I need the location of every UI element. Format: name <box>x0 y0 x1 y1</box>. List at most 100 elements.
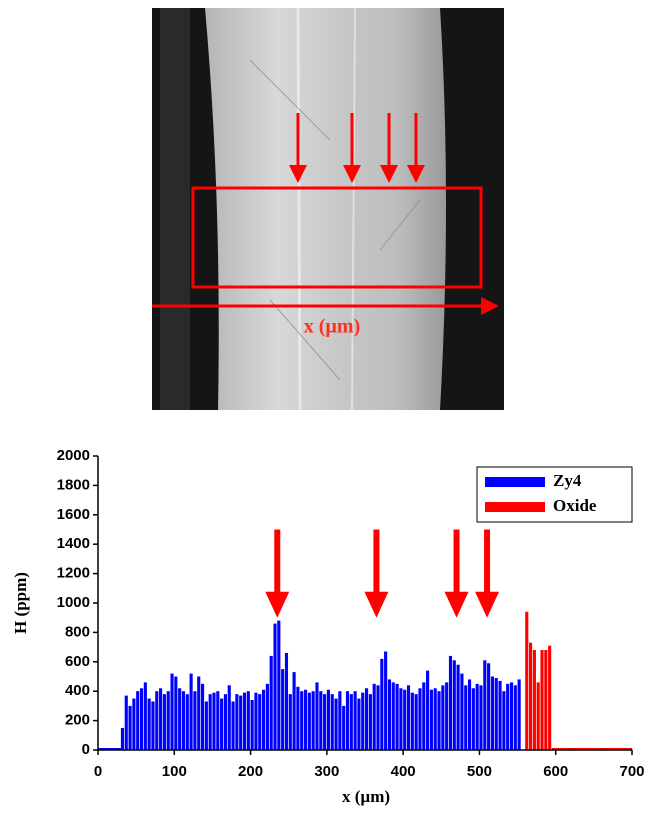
bar <box>540 650 544 750</box>
bar <box>525 611 529 750</box>
x-tick-label: 400 <box>391 763 416 780</box>
bar <box>502 691 506 750</box>
bar <box>567 748 572 750</box>
x-tick-label: 500 <box>467 763 492 780</box>
bar <box>509 682 514 750</box>
bar <box>315 682 319 750</box>
bar <box>155 691 159 750</box>
scratches <box>249 59 421 381</box>
bar <box>323 694 327 750</box>
bar <box>98 748 103 750</box>
bar <box>139 688 144 750</box>
bar <box>288 694 292 750</box>
bar <box>357 698 361 750</box>
bar <box>197 676 201 750</box>
bar <box>597 748 602 750</box>
bar <box>311 691 315 750</box>
x-tick-label: 300 <box>314 763 339 780</box>
bar <box>353 691 357 750</box>
x-tick-label: 700 <box>619 763 644 780</box>
bar <box>208 694 212 750</box>
bar <box>212 692 216 750</box>
mount-region <box>160 8 190 410</box>
bar <box>429 689 433 750</box>
bar <box>193 691 197 750</box>
bar <box>166 691 170 750</box>
bar <box>239 695 243 750</box>
bar <box>254 692 258 750</box>
y-tick-label: 0 <box>82 741 90 758</box>
bar <box>620 748 625 750</box>
bar <box>120 727 125 750</box>
sample-cross-section <box>205 8 446 410</box>
bar <box>536 682 540 750</box>
bar <box>231 701 235 750</box>
bar <box>406 685 411 750</box>
bar <box>445 682 449 750</box>
bar <box>605 748 610 750</box>
bar <box>426 670 430 750</box>
bar <box>563 748 568 750</box>
bar <box>590 748 595 750</box>
bar <box>464 685 468 750</box>
bar <box>365 688 369 750</box>
bar <box>529 642 533 750</box>
bar <box>189 673 193 750</box>
bar <box>296 686 300 750</box>
bar <box>387 679 392 750</box>
y-axis-label: H (ppm) <box>11 572 30 634</box>
bar <box>246 691 250 750</box>
bar <box>330 694 334 750</box>
bar <box>532 650 536 750</box>
bar <box>483 660 487 750</box>
bar <box>479 685 483 750</box>
bar <box>490 676 494 750</box>
bar <box>128 705 132 750</box>
bar <box>616 748 621 750</box>
bar <box>307 692 311 750</box>
band <box>296 7 302 411</box>
bar <box>544 650 548 750</box>
bar <box>117 748 122 750</box>
y-tick-label: 600 <box>65 653 90 670</box>
bar <box>582 748 587 750</box>
bar <box>250 700 254 750</box>
bar <box>376 685 380 750</box>
bar <box>147 698 151 750</box>
y-tick-label: 200 <box>65 712 90 729</box>
legend-label: Zy4 <box>553 471 582 490</box>
bar <box>414 694 418 750</box>
bar <box>200 683 205 750</box>
bar <box>159 688 163 750</box>
y-tick-label: 400 <box>65 682 90 699</box>
bar <box>109 748 114 750</box>
bar <box>498 680 502 750</box>
annotation-arrow <box>265 529 290 618</box>
bar <box>242 692 247 750</box>
bar <box>437 691 441 750</box>
bar <box>559 748 564 750</box>
bar <box>227 685 231 750</box>
bar <box>578 748 583 750</box>
y-tick-label: 1000 <box>57 594 90 611</box>
bar <box>170 673 174 750</box>
bar <box>273 623 277 750</box>
bar <box>372 683 376 750</box>
bar <box>235 694 239 750</box>
bar <box>216 691 220 750</box>
bar <box>124 695 128 750</box>
bar <box>136 691 140 750</box>
y-tick-label: 1600 <box>57 506 90 523</box>
bar <box>300 691 304 750</box>
bar <box>384 651 388 750</box>
annotation-arrow <box>475 529 500 618</box>
region-box <box>191 186 483 289</box>
annotation-arrow <box>364 529 389 618</box>
bar <box>174 676 178 750</box>
band <box>351 7 356 411</box>
bar <box>471 688 475 750</box>
bar <box>433 688 437 750</box>
bar <box>487 663 491 750</box>
x-tick-label: 600 <box>543 763 568 780</box>
bar <box>368 694 372 750</box>
